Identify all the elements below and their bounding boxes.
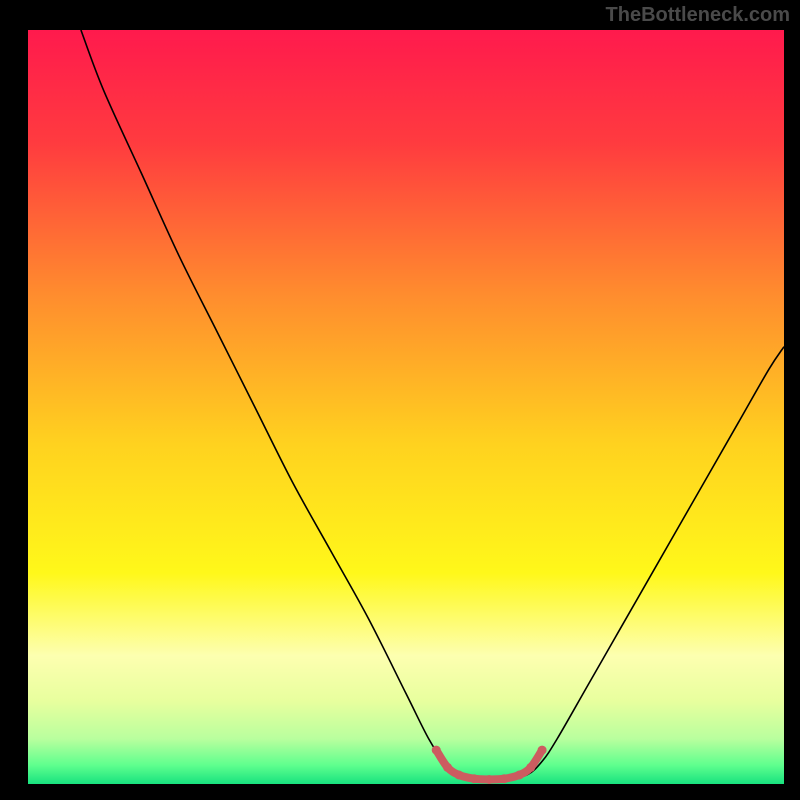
plot-area xyxy=(28,30,784,784)
gradient-background xyxy=(28,30,784,784)
trough-overlay-dot xyxy=(454,770,463,779)
trough-overlay-dot xyxy=(443,763,452,772)
trough-overlay-dot xyxy=(526,763,535,772)
watermark-text: TheBottleneck.com xyxy=(606,4,790,27)
trough-overlay-dot xyxy=(485,775,494,784)
trough-overlay-dot xyxy=(470,774,479,783)
chart-frame: TheBottleneck.com xyxy=(0,0,800,800)
trough-overlay-dot xyxy=(500,774,509,783)
trough-overlay-dot xyxy=(515,770,524,779)
trough-overlay-dot xyxy=(432,746,441,755)
trough-overlay-dot xyxy=(538,746,547,755)
plot-svg xyxy=(28,30,784,784)
